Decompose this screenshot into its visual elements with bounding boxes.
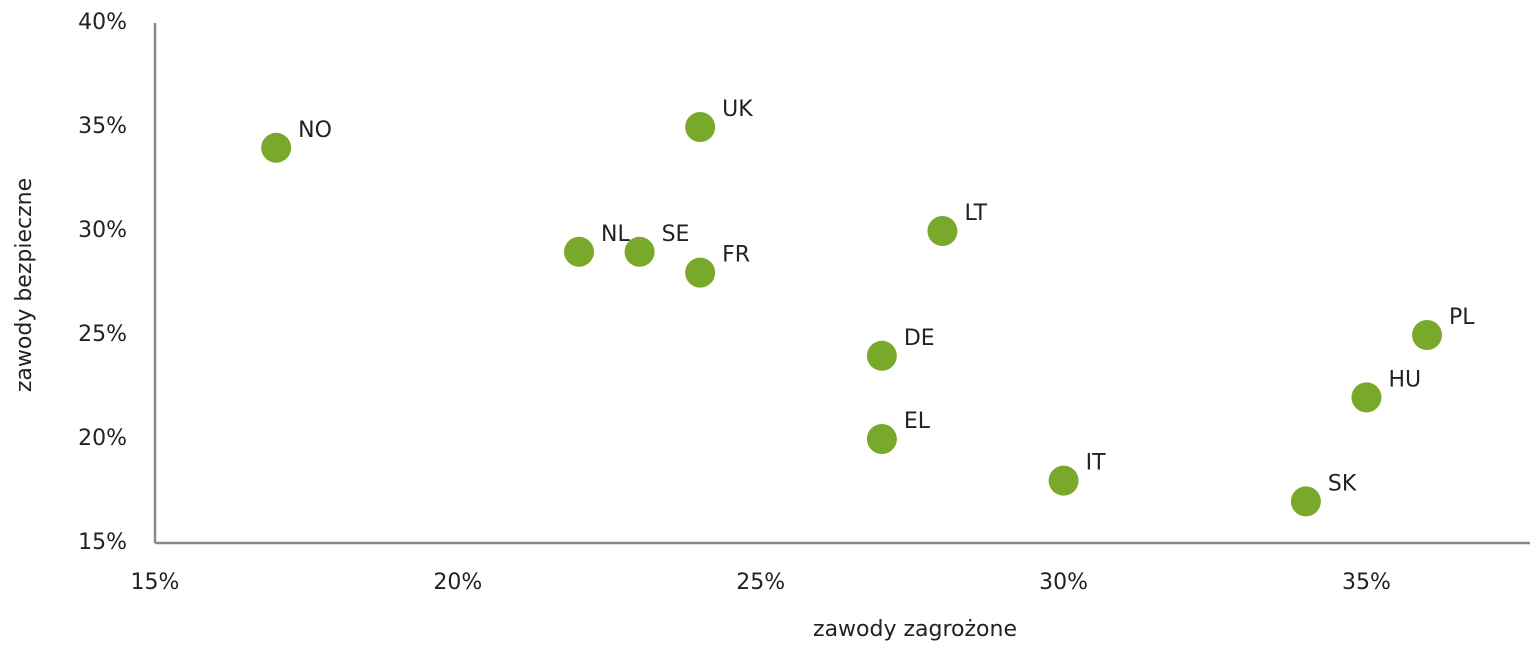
point: [1412, 320, 1443, 350]
point: [866, 340, 897, 371]
point-label: FR: [722, 243, 750, 268]
point-label: PL: [1449, 305, 1475, 330]
point-label: HU: [1388, 367, 1421, 392]
x-axis-label: zawody zagrożone: [813, 617, 1017, 642]
x-tick-label: 20%: [433, 570, 482, 595]
y-tick-label: 30%: [78, 218, 127, 243]
point-label: EL: [904, 409, 931, 434]
point-label: IT: [1086, 451, 1106, 476]
point: [685, 112, 716, 142]
point: [624, 236, 655, 267]
x-tick-label: 35%: [1342, 570, 1391, 595]
y-tick-label: 25%: [78, 322, 127, 347]
point: [866, 424, 897, 454]
point: [685, 257, 716, 288]
y-tick-label: 15%: [78, 530, 127, 555]
point: [1048, 465, 1079, 496]
point: [927, 216, 958, 246]
point-label: NO: [298, 118, 332, 143]
y-tick-label: 20%: [78, 426, 127, 451]
x-tick-label: 15%: [131, 570, 180, 595]
y-axis-label: zawody bezpieczne: [12, 178, 37, 392]
y-tick-label: 40%: [78, 10, 127, 35]
point-label: NL: [601, 222, 630, 247]
point: [1351, 382, 1382, 413]
point-label: SK: [1328, 471, 1357, 496]
y-tick-label: 35%: [78, 114, 127, 139]
point-label: UK: [722, 97, 753, 122]
point-label: DE: [904, 326, 935, 351]
point: [1290, 486, 1321, 517]
point-label: SE: [662, 222, 690, 247]
x-tick-label: 25%: [736, 570, 785, 595]
point: [261, 132, 292, 163]
x-tick-label: 30%: [1039, 570, 1088, 595]
point-label: LT: [964, 201, 987, 226]
point: [564, 236, 595, 267]
